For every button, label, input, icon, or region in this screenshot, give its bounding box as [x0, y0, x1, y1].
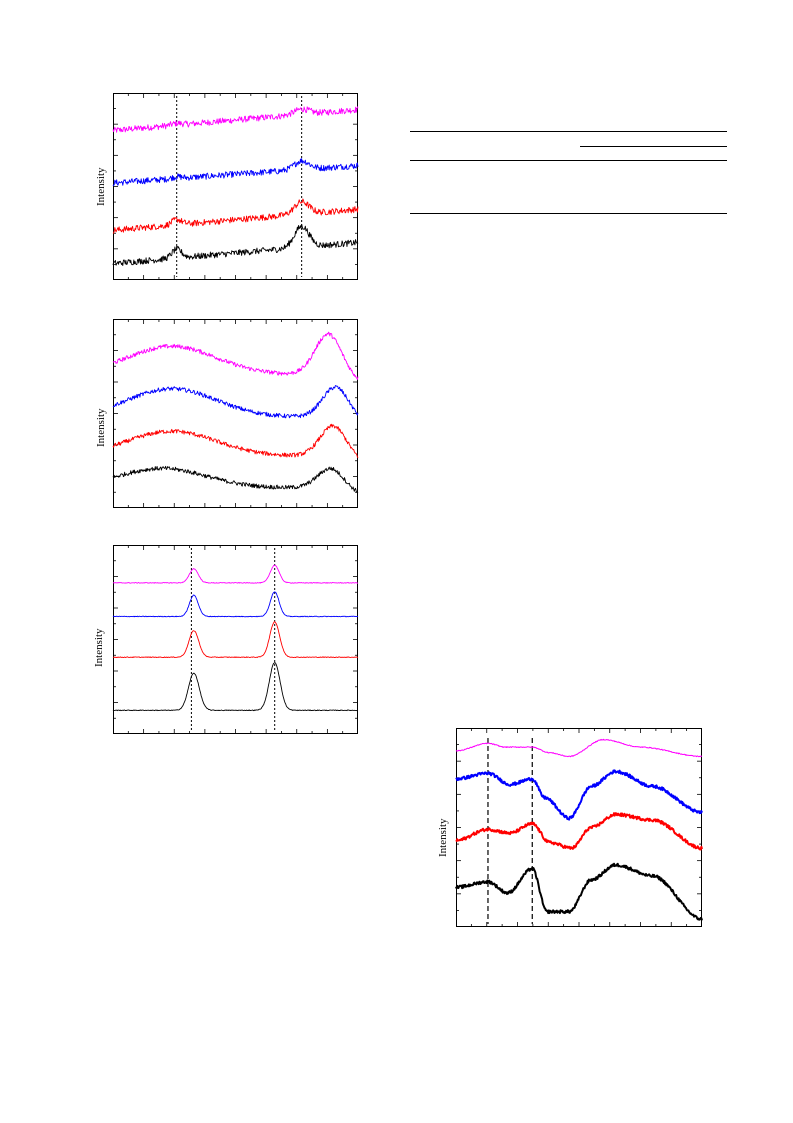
chart-panel-2 — [112, 319, 359, 508]
table-header-rule — [410, 160, 727, 161]
series-line — [112, 591, 359, 618]
series-line — [112, 158, 359, 187]
series-line — [455, 738, 703, 758]
plot-frame — [113, 545, 358, 734]
series-line — [112, 621, 359, 658]
series-line — [112, 106, 359, 133]
table-subheader-rule — [580, 146, 727, 147]
series-line — [112, 465, 359, 494]
series-line — [112, 423, 359, 459]
chart-2-ylabel: Intensity — [95, 408, 107, 448]
chart-panel-4 — [455, 728, 703, 927]
table-bottom-rule — [410, 213, 727, 214]
chart-1-svg — [112, 93, 359, 280]
chart-3-svg — [112, 545, 359, 734]
series-line — [112, 662, 359, 712]
series-line — [455, 769, 703, 821]
series-line — [112, 564, 359, 584]
series-line — [112, 385, 359, 419]
chart-2-svg — [112, 319, 359, 508]
series-line — [112, 198, 359, 234]
series-line — [112, 331, 359, 380]
series-line — [455, 862, 703, 921]
table-top-rule — [410, 131, 727, 132]
chart-3-ylabel: Intensity — [93, 628, 105, 668]
chart-4-ylabel: Intensity — [437, 818, 449, 858]
chart-1-ylabel: Intensity — [95, 167, 107, 207]
chart-panel-1 — [112, 93, 359, 280]
chart-panel-3 — [112, 545, 359, 734]
series-line — [455, 812, 703, 851]
chart-4-svg — [455, 728, 703, 927]
series-line — [112, 223, 359, 267]
